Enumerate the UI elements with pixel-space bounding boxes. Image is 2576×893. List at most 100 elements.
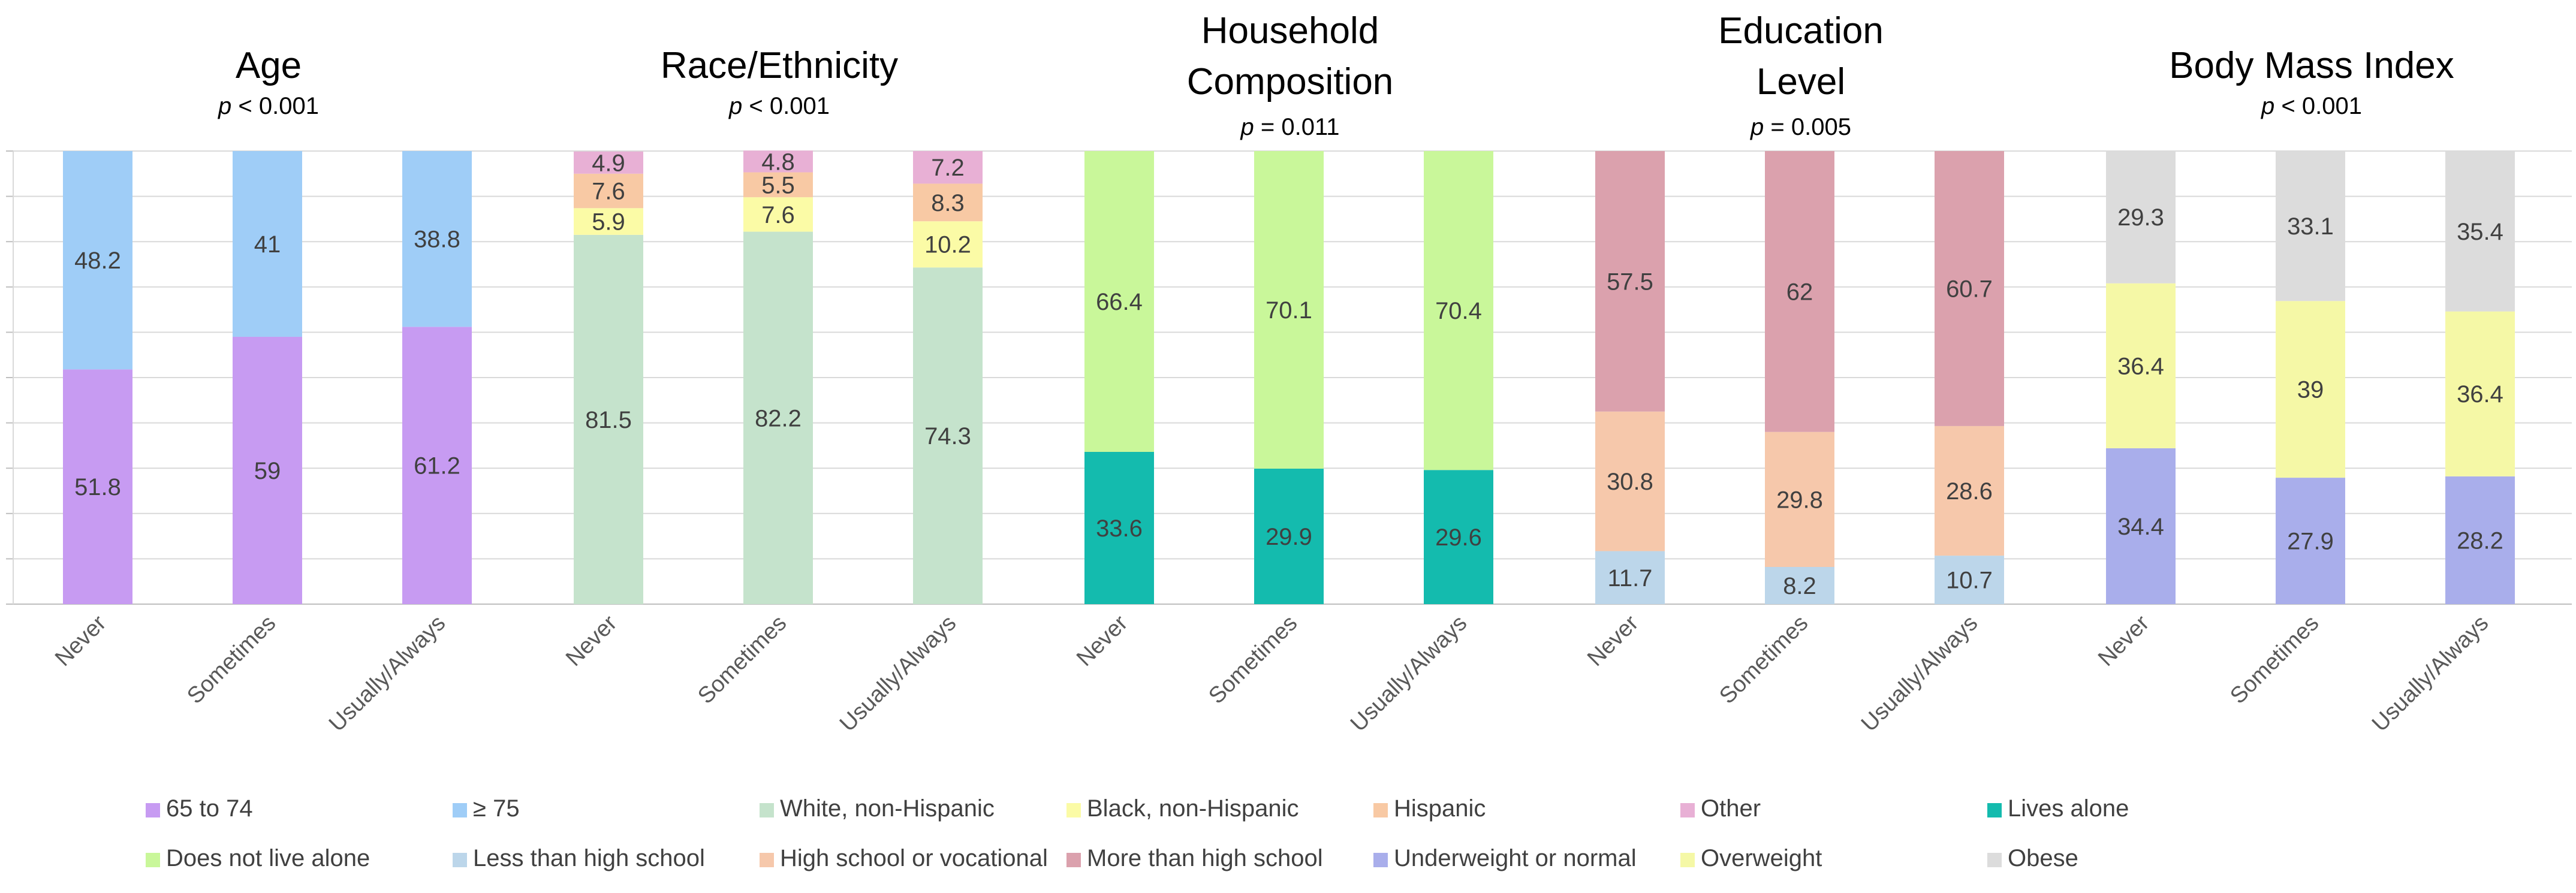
p-value: p < 0.001	[2261, 93, 2362, 119]
data-label: 29.9	[1266, 524, 1312, 550]
bar-segment	[743, 150, 813, 173]
bar-segment	[2106, 448, 2176, 604]
data-label: 28.2	[2457, 527, 2503, 554]
data-label: 8.3	[931, 190, 965, 216]
legend-swatch	[453, 853, 467, 867]
data-label: 29.3	[2117, 204, 2164, 231]
bar-segment	[1424, 151, 1493, 470]
bar-segment	[2276, 301, 2345, 478]
p-value: p < 0.001	[728, 93, 830, 119]
legend-item: Does not live alone	[146, 845, 370, 871]
data-label: 60.7	[1946, 276, 1993, 302]
panel-3: Education Level p = 0.005 11.7 30.8 57.5 Never…	[1583, 10, 2004, 737]
data-label: 48.2	[74, 248, 121, 274]
bar-segment	[1595, 551, 1665, 604]
legend-label: Lives alone	[2008, 795, 2129, 822]
legend: 65 to 74 ≥ 75 White, non-Hispanic Black, no…	[146, 795, 2129, 871]
category-label: Sometimes	[182, 611, 281, 709]
bar-segment	[402, 327, 472, 604]
panel-title: Race/Ethnicity	[661, 45, 898, 86]
p-value-symbol: p	[2261, 93, 2274, 119]
bar-segment	[913, 221, 983, 268]
legend-swatch	[1680, 853, 1695, 867]
bar-segment	[743, 197, 813, 232]
bar-segment	[2276, 151, 2345, 301]
legend-label: Does not live alone	[166, 845, 370, 871]
bar-segment	[2276, 478, 2345, 604]
data-label: 36.4	[2117, 353, 2164, 379]
legend-swatch	[1066, 803, 1081, 817]
bar-segment	[2445, 311, 2515, 476]
category-label: Never	[2093, 610, 2155, 671]
bar-segment	[233, 336, 302, 604]
legend-item: Less than high school	[453, 845, 705, 871]
p-value-symbol: p	[218, 93, 231, 119]
bar-segment	[1595, 151, 1665, 412]
legend-item: Black, non-Hispanic	[1066, 795, 1299, 822]
legend-item: Underweight or normal	[1373, 845, 1637, 871]
legend-item: Other	[1680, 795, 1761, 822]
legend-swatch	[1066, 853, 1081, 867]
bar-segment	[1765, 567, 1834, 604]
bar-segment	[913, 151, 983, 184]
data-label: 7.6	[592, 179, 625, 205]
data-label: 61.2	[414, 453, 460, 479]
data-label: 27.9	[2287, 529, 2334, 555]
data-label: 33.6	[1096, 515, 1143, 542]
legend-label: Obese	[2008, 845, 2078, 871]
category-label: Never	[1072, 610, 1133, 671]
data-label: 11.7	[1608, 565, 1653, 592]
data-label: 70.4	[1435, 298, 1482, 324]
p-value-number: = 0.011	[1254, 114, 1340, 140]
p-value: p < 0.001	[218, 93, 319, 119]
data-label: 5.9	[592, 209, 625, 236]
data-label: 30.8	[1607, 469, 1653, 495]
category-label: Usually/Always	[1346, 611, 1472, 737]
legend-swatch	[146, 803, 160, 817]
legend-label: Other	[1701, 795, 1761, 822]
category-label: Sometimes	[1204, 611, 1302, 709]
bar-segment	[1935, 426, 2004, 556]
bar-segment	[574, 151, 643, 174]
bar-segment	[913, 267, 983, 604]
panel-title: Age	[236, 45, 302, 86]
legend-label: ≥ 75	[473, 795, 520, 822]
data-label: 36.4	[2457, 381, 2503, 408]
p-value-number: < 0.001	[742, 93, 830, 119]
data-label: 70.1	[1266, 297, 1312, 324]
panel-title: Composition	[1187, 61, 1394, 102]
bar-segment	[63, 151, 132, 370]
category-label: Usually/Always	[835, 611, 961, 737]
legend-item: Lives alone	[1987, 795, 2129, 822]
p-value: p = 0.005	[1750, 114, 1851, 140]
data-label: 35.4	[2457, 219, 2503, 245]
data-label: 62	[1786, 279, 1813, 305]
legend-swatch	[453, 803, 467, 817]
bar-segment	[743, 172, 813, 198]
legend-item: ≥ 75	[453, 795, 520, 822]
bar-segment	[2445, 151, 2515, 312]
data-label: 33.1	[2287, 213, 2334, 240]
data-label: 4.8	[761, 149, 795, 175]
legend-item: Overweight	[1680, 845, 1822, 871]
legend-label: Black, non-Hispanic	[1087, 795, 1299, 822]
data-label: 29.6	[1435, 524, 1482, 551]
legend-item: High school or vocational	[760, 845, 1048, 871]
legend-item: 65 to 74	[146, 795, 253, 822]
category-label: Never	[561, 610, 622, 671]
legend-swatch	[146, 853, 160, 867]
data-label: 74.3	[924, 423, 971, 449]
legend-item: White, non-Hispanic	[760, 795, 995, 822]
data-label: 29.8	[1776, 487, 1823, 513]
bar-segment	[2106, 150, 2176, 283]
bar-segment	[1765, 432, 1834, 568]
data-label: 7.6	[761, 202, 795, 228]
legend-swatch	[1987, 853, 2002, 867]
legend-label: Hispanic	[1394, 795, 1486, 822]
category-label: Usually/Always	[2367, 611, 2493, 737]
p-value-number: < 0.001	[231, 93, 319, 119]
bar-segment	[913, 183, 983, 222]
panel-title: Level	[1756, 61, 1845, 102]
bar-segment	[1595, 411, 1665, 551]
